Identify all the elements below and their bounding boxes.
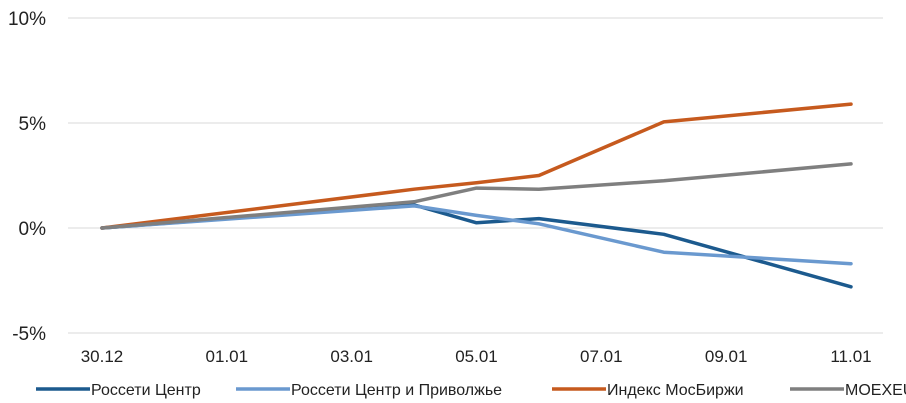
- legend-label: Индекс МосБиржи: [607, 382, 744, 399]
- series-lines: [100, 102, 853, 289]
- y-tick-label: 0%: [19, 219, 47, 240]
- x-tick-label: 07.01: [580, 347, 623, 366]
- grid-lines: [68, 17, 883, 334]
- x-tick-label: 11.01: [830, 347, 871, 366]
- x-tick-label: 30.12: [81, 347, 124, 366]
- legend-item: Россети Центр: [36, 382, 201, 399]
- x-axis: 30.12 01.01 03.01 05.01 07.01 09.01 11.01: [81, 347, 872, 366]
- x-tick-label: 05.01: [455, 347, 498, 366]
- series-line: [100, 204, 853, 266]
- y-tick-label: 5%: [19, 114, 47, 135]
- series-line: [100, 162, 853, 230]
- legend-item: Россети Центр и Приволжье: [236, 382, 502, 399]
- y-tick-label: 10%: [8, 9, 46, 30]
- legend-label: MOEXEU: [845, 382, 906, 399]
- y-axis: 10% 5% 0% -5%: [8, 9, 46, 345]
- legend-label: Россети Центр и Приволжье: [291, 382, 502, 399]
- series-line: [100, 102, 853, 230]
- legend-item: MOEXEU: [790, 382, 906, 399]
- legend-item: Индекс МосБиржи: [552, 382, 744, 399]
- legend-label: Россети Центр: [91, 382, 201, 399]
- y-tick-label: -5%: [12, 324, 46, 345]
- x-tick-label: 01.01: [206, 347, 249, 366]
- x-tick-label: 03.01: [330, 347, 373, 366]
- x-tick-label: 09.01: [705, 347, 748, 366]
- legend: Россети Центр Россети Центр и Приволжье Ин…: [36, 382, 906, 399]
